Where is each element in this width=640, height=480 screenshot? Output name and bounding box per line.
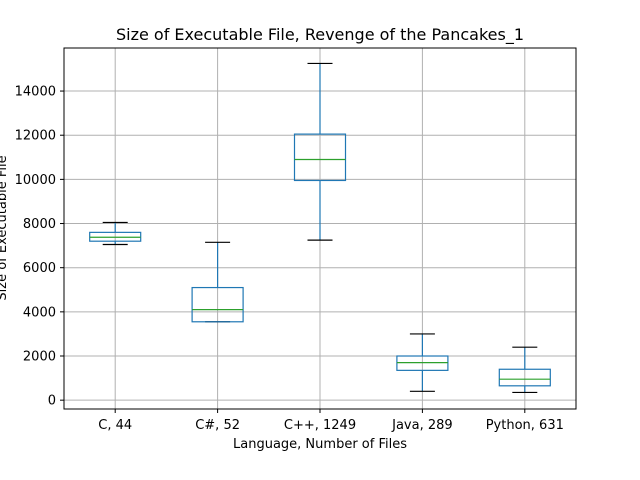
y-tick-label: 0	[48, 394, 56, 409]
box-2	[191, 241, 244, 323]
x-tick-label: C, 44	[98, 418, 132, 433]
box-1	[89, 221, 142, 246]
box-5	[498, 346, 551, 394]
box-4	[396, 333, 449, 392]
y-axis-ticks: 0 2000 4000 6000 8000 10000 12000 14000	[15, 85, 64, 409]
iqr-box	[191, 286, 244, 323]
y-tick-label: 6000	[23, 261, 56, 276]
y-axis-label: Size of Executable File	[0, 155, 10, 300]
x-tick-label: C++, 1249	[284, 418, 356, 433]
y-tick-label: 2000	[23, 350, 56, 365]
x-tick-label: Java, 289	[391, 418, 453, 433]
iqr-box	[293, 133, 347, 182]
y-tick-label: 14000	[15, 85, 56, 100]
y-tick-label: 4000	[23, 305, 56, 320]
y-tick-label: 10000	[15, 173, 56, 188]
iqr-box	[498, 368, 551, 387]
y-tick-label: 8000	[23, 217, 56, 232]
chart-title: Size of Executable File, Revenge of the …	[116, 25, 524, 45]
y-tick-label: 12000	[15, 129, 56, 144]
x-tick-label: C#, 52	[195, 418, 240, 433]
x-tick-label: Python, 631	[486, 418, 564, 433]
box-3	[293, 62, 347, 241]
x-axis-label: Language, Number of Files	[233, 437, 407, 452]
x-axis-ticks: C, 44 C#, 52 C++, 1249 Java, 289 Python, 631	[98, 409, 564, 433]
boxes	[89, 62, 551, 394]
